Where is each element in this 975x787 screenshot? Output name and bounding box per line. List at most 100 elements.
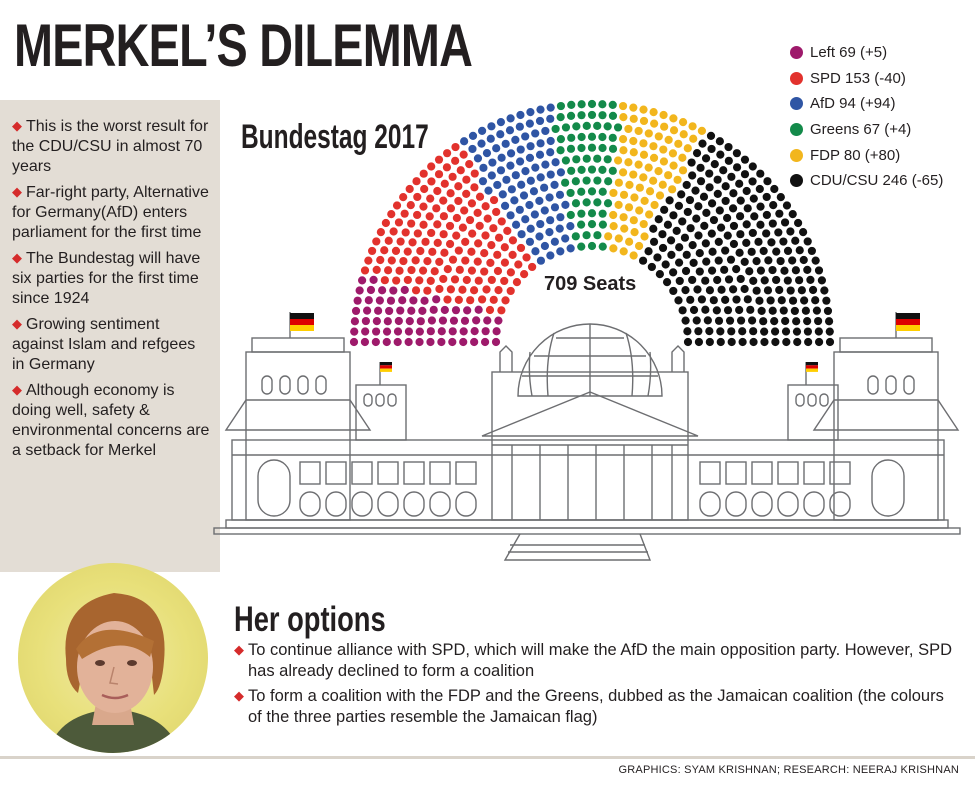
seat-spd [434, 155, 444, 164]
seat-greens [571, 177, 580, 186]
diamond-bullet-icon: ◆ [12, 184, 22, 199]
seat-greens [577, 220, 586, 229]
legend-item-greens: Greens 67 (+4) [790, 117, 943, 143]
seat-left [494, 316, 503, 325]
seat-spd [439, 230, 448, 239]
seat-fdp [629, 148, 638, 157]
seat-spd [407, 219, 416, 228]
seat-spd [387, 210, 396, 219]
options-list: ◆ To continue alliance with SPD, which wi… [234, 640, 962, 732]
seat-afd [526, 142, 535, 151]
seat-fdp [609, 188, 618, 198]
seat-left [470, 327, 479, 336]
seat-cdu-csu [749, 276, 758, 285]
seat-cdu-csu [735, 212, 745, 221]
seat-cdu-csu [803, 317, 812, 326]
seat-spd [461, 256, 470, 265]
seat-cdu-csu [725, 316, 735, 325]
seat-spd [508, 250, 517, 260]
seat-cdu-csu [727, 172, 736, 181]
seat-cdu-csu [756, 202, 765, 211]
seat-cdu-csu [683, 337, 693, 347]
seat-left [378, 286, 387, 295]
seat-afd [500, 201, 510, 210]
seat-spd [473, 257, 482, 266]
seat-spd [522, 253, 531, 262]
seat-cdu-csu [660, 205, 669, 214]
seat-spd [494, 233, 504, 242]
seat-cdu-csu [764, 256, 773, 265]
seat-cdu-csu [804, 337, 813, 347]
seat-cdu-csu [762, 229, 771, 238]
seat-spd [467, 247, 476, 256]
seat-greens [598, 220, 607, 229]
seat-spd [428, 247, 437, 256]
seat-cdu-csu [803, 237, 812, 246]
seat-cdu-csu [669, 211, 678, 220]
seat-cdu-csu [721, 196, 730, 206]
seat-spd [516, 243, 526, 253]
seat-greens [593, 176, 602, 185]
seat-cdu-csu [781, 316, 790, 326]
seat-fdp [664, 171, 673, 180]
seat-afd [488, 158, 497, 167]
seat-afd [515, 122, 524, 131]
seat-cdu-csu [688, 275, 697, 285]
seat-left [372, 327, 381, 336]
seat-fdp [649, 153, 659, 162]
legend-swatch [790, 148, 803, 162]
seat-fdp [669, 126, 679, 135]
seat-fdp [650, 119, 659, 128]
seat-cdu-csu [776, 193, 785, 202]
seat-cdu-csu [770, 327, 780, 336]
seat-cdu-csu [750, 212, 759, 221]
seat-spd [470, 169, 479, 178]
seat-left [394, 316, 403, 326]
portrait-illustration [48, 593, 180, 753]
seat-greens [603, 155, 612, 164]
seat-left [492, 327, 501, 336]
seat-cdu-csu [707, 144, 716, 154]
seat-cdu-csu [814, 327, 823, 336]
seat-cdu-csu [709, 215, 719, 225]
seat-greens [593, 198, 602, 207]
legend-swatch [790, 123, 803, 137]
seat-cdu-csu [728, 204, 738, 213]
seat-spd [500, 243, 509, 252]
seat-left [396, 306, 405, 315]
seat-cdu-csu [701, 305, 710, 314]
seat-greens [567, 100, 576, 110]
seat-fdp [650, 200, 659, 210]
seat-cdu-csu [781, 327, 791, 336]
seat-left [404, 337, 413, 347]
seat-spd [439, 212, 449, 221]
seat-fdp [654, 167, 663, 176]
seat-greens [567, 133, 576, 142]
seat-spd [465, 160, 474, 169]
seat-left [448, 327, 457, 336]
seat-spd [454, 196, 463, 206]
seat-cdu-csu [748, 316, 757, 325]
page-title: MERKEL’S DILEMMA [14, 12, 473, 79]
seat-fdp [673, 175, 682, 184]
seat-cdu-csu [763, 177, 772, 186]
seat-fdp [634, 160, 643, 169]
seat-afd [536, 173, 545, 182]
fact-item: ◆ Growing sentiment against Islam and ref… [12, 315, 212, 375]
seat-afd [493, 180, 502, 190]
seat-cdu-csu [686, 295, 695, 304]
seat-fdp [629, 114, 638, 123]
seat-spd [435, 284, 444, 294]
seat-left [351, 306, 361, 316]
seat-spd [419, 202, 428, 211]
seat-cdu-csu [742, 186, 751, 196]
seat-left [460, 316, 470, 325]
seat-spd [423, 256, 432, 266]
seat-fdp [635, 206, 644, 215]
fact-text: This is the worst result for the CDU/CSU… [12, 118, 209, 175]
seat-fdp [649, 142, 658, 151]
seat-spd [451, 142, 460, 152]
seat-afd [545, 228, 554, 237]
seat-spd [405, 184, 414, 194]
seat-cdu-csu [695, 249, 704, 258]
